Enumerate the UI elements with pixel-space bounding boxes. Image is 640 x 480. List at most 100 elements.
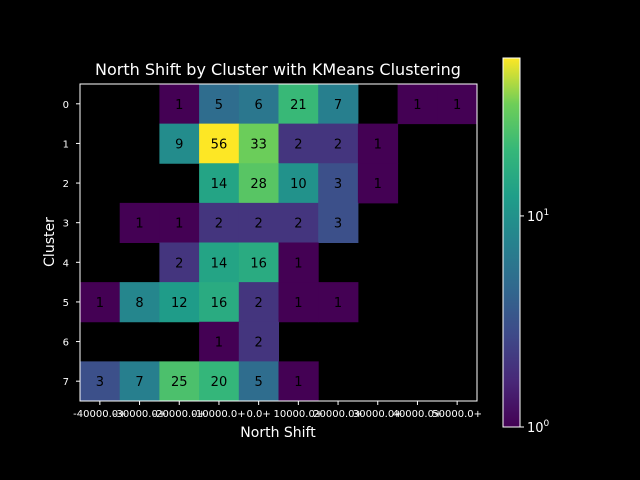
y-tick-label: 3 <box>63 219 69 230</box>
cell-value-label: 1 <box>175 98 183 113</box>
cell-value-label: 16 <box>211 296 228 311</box>
heatmap-cell <box>238 123 279 164</box>
heatmap-cell <box>199 84 240 125</box>
colorbar <box>502 57 521 428</box>
y-tick-label: 1 <box>63 139 69 150</box>
cell-value-label: 9 <box>175 137 183 152</box>
cell-value-label: 14 <box>211 256 228 271</box>
cell-value-label: 2 <box>255 336 263 351</box>
x-tick-label: 30000.0+ <box>353 409 403 420</box>
heatmap-cell <box>238 202 279 243</box>
heatmap-cell <box>199 361 240 402</box>
cell-value-label: 2 <box>334 137 342 152</box>
heatmap-cell <box>238 321 279 362</box>
cell-value-label: 6 <box>255 98 263 113</box>
heatmap-cell <box>119 361 160 402</box>
heatmap-cell <box>159 84 200 125</box>
x-tick-label: -10000.0+ <box>192 409 245 420</box>
cell-value-label: 2 <box>294 217 302 232</box>
x-tick-label: 20000.0+ <box>313 409 363 420</box>
cell-value-label: 3 <box>334 177 342 192</box>
heatmap-cells <box>80 84 478 402</box>
cell-value-label: 1 <box>215 336 223 351</box>
y-tick-label: 7 <box>63 377 69 388</box>
y-tick-label: 6 <box>63 338 69 349</box>
cell-value-label: 2 <box>175 256 183 271</box>
heatmap-cell <box>278 163 319 204</box>
heatmap-cell-labels: 1 5 6 21 7 1 19 56 33 2 2 114 28 10 3 11 1 2 2 2 32 14 16 11 8 12… <box>96 98 462 390</box>
y-tick-label: 2 <box>63 179 69 190</box>
heatmap-cell <box>80 282 121 323</box>
cell-value-label: 33 <box>250 137 267 152</box>
heatmap-cell <box>357 123 399 164</box>
heatmap-cell <box>278 123 319 164</box>
cell-value-label: 25 <box>171 375 188 390</box>
x-axis-ticks: -40000.0+-30000.0+-20000.0+-10000.0+ 0.0+… <box>73 401 482 420</box>
cell-value-label: 1 <box>374 137 382 152</box>
cell-value-label: 2 <box>215 217 223 232</box>
cell-value-label: 7 <box>334 98 342 113</box>
cell-value-label: 1 <box>294 296 302 311</box>
heatmap-cell <box>238 282 279 323</box>
y-tick-label: 5 <box>63 298 69 309</box>
x-tick-label: 0.0+ <box>247 409 271 420</box>
cell-value-label: 1 <box>413 98 421 113</box>
chart-title: North Shift by Cluster with KMeans Clust… <box>95 60 461 79</box>
plot-area-frame <box>79 83 478 402</box>
heatmap-cell <box>159 282 200 323</box>
cell-value-label: 56 <box>211 137 228 152</box>
heatmap-cell <box>238 163 279 204</box>
heatmap-cell <box>437 84 478 125</box>
heatmap-cell <box>278 202 319 243</box>
heatmap-cell <box>199 202 240 243</box>
heatmap-cell <box>318 163 359 204</box>
heatmap-cell <box>397 84 438 125</box>
heatmap-cell <box>199 282 240 323</box>
heatmap-cell <box>199 321 240 362</box>
heatmap-cell <box>159 361 200 402</box>
heatmap-cell <box>318 84 359 125</box>
heatmap-cell <box>238 242 279 283</box>
heatmap-cell <box>159 242 200 283</box>
x-tick-label: -20000.0+ <box>153 409 206 420</box>
cell-value-label: 1 <box>453 98 461 113</box>
heatmap-cell <box>80 361 121 402</box>
heatmap-cell <box>318 202 359 243</box>
heatmap-cell <box>159 202 200 243</box>
cell-value-label: 8 <box>135 296 143 311</box>
heatmap-cell <box>318 282 359 323</box>
colorbar-ticks: 100 101 <box>520 208 550 436</box>
heatmap-cell <box>278 84 319 125</box>
heatmap-cell <box>159 123 200 164</box>
x-axis-label: North Shift <box>240 425 316 441</box>
cell-value-label: 1 <box>175 217 183 232</box>
heatmap-cell <box>278 361 319 402</box>
heatmap-cell <box>119 282 160 323</box>
cell-value-label: 10 <box>290 177 307 192</box>
x-tick-label: 10000.0+ <box>273 409 323 420</box>
heatmap-cell <box>119 202 160 243</box>
cell-value-label: 5 <box>255 375 263 390</box>
heatmap-cell <box>199 242 240 283</box>
heatmap-cell <box>238 361 279 402</box>
heatmap-cell <box>318 123 359 164</box>
cell-value-label: 28 <box>250 177 267 192</box>
y-tick-label: 0 <box>63 100 69 111</box>
cell-value-label: 7 <box>135 375 143 390</box>
colorbar-tick-label: 100 <box>527 419 550 436</box>
x-tick-label: -30000.0+ <box>113 409 166 420</box>
cell-value-label: 1 <box>96 296 104 311</box>
cell-value-label: 3 <box>96 375 104 390</box>
cell-value-label: 1 <box>294 375 302 390</box>
cell-value-label: 16 <box>250 256 267 271</box>
cell-value-label: 20 <box>211 375 228 390</box>
cell-value-label: 1 <box>294 256 302 271</box>
y-tick-label: 4 <box>63 258 69 269</box>
cell-value-label: 3 <box>334 217 342 232</box>
heatmap-cell <box>357 163 399 204</box>
colorbar-tick-label: 101 <box>527 208 549 225</box>
cell-value-label: 2 <box>255 296 263 311</box>
cell-value-label: 21 <box>290 98 307 113</box>
x-tick-label: 40000.0+ <box>393 409 443 420</box>
x-tick-label: -40000.0+ <box>73 409 126 420</box>
